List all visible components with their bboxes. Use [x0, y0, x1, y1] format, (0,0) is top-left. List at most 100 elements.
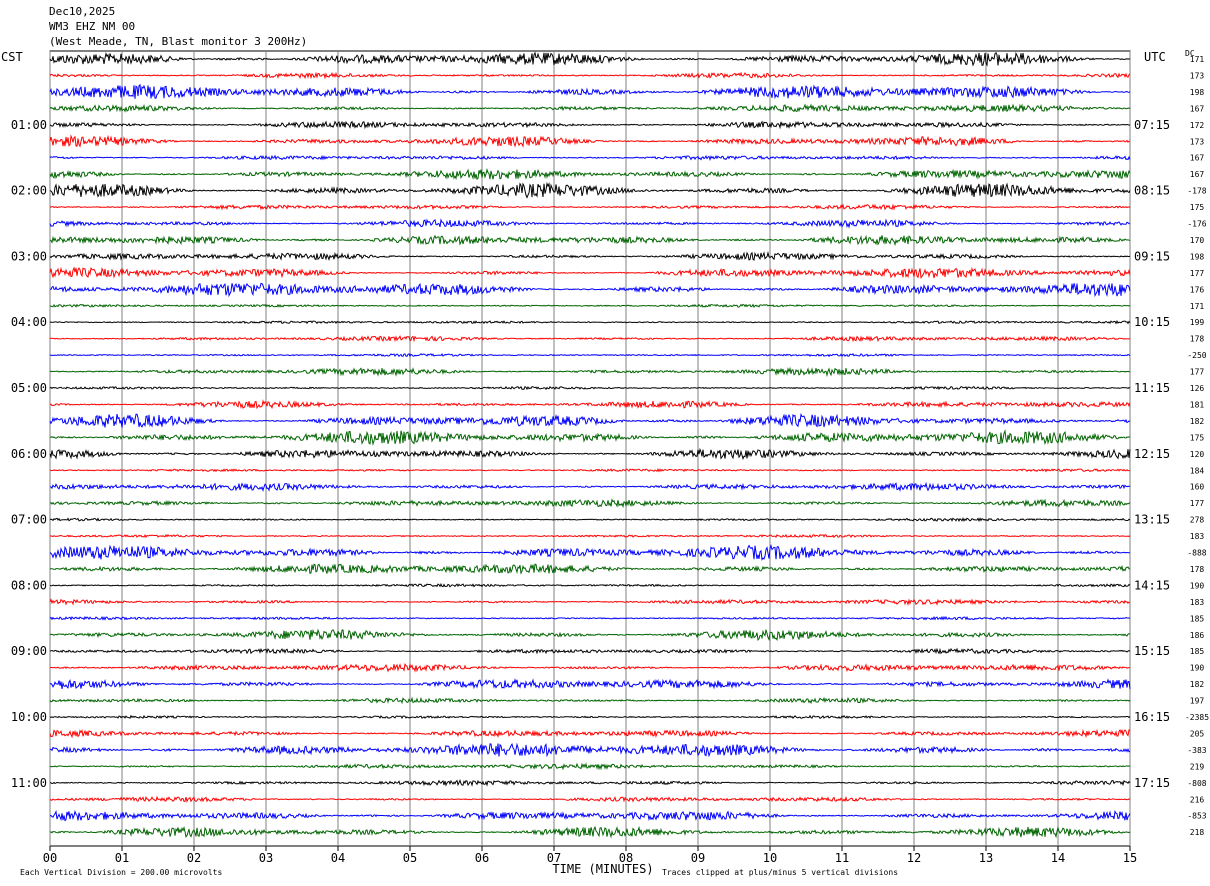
dc-offset-label: -176 — [1187, 220, 1206, 229]
dc-offset-label: 190 — [1190, 581, 1205, 590]
cst-hour-label: 04:00 — [11, 315, 47, 329]
x-tick-label: 14 — [1051, 851, 1065, 865]
dc-offset-label: 181 — [1190, 400, 1205, 409]
x-tick-label: 00 — [43, 851, 57, 865]
cst-hour-label: 10:00 — [11, 710, 47, 724]
seismic-trace — [49, 218, 1131, 229]
cst-hour-label: 07:00 — [11, 513, 47, 527]
x-axis-title: TIME (MINUTES) — [552, 862, 653, 876]
utc-hour-label: 15:15 — [1134, 644, 1170, 658]
seismic-trace — [49, 647, 1131, 655]
dc-offset-label: 176 — [1190, 285, 1205, 294]
cst-hour-label: 05:00 — [11, 381, 47, 395]
seismic-trace — [49, 795, 1131, 803]
seismic-trace — [49, 714, 1131, 720]
x-tick-label: 09 — [691, 851, 705, 865]
cst-axis-label: CST — [1, 50, 23, 64]
seismic-trace — [49, 203, 1131, 211]
seismic-trace — [49, 628, 1130, 642]
dc-offset-label: 167 — [1190, 154, 1205, 163]
seismic-trace — [49, 154, 1131, 162]
dc-offset-label: 175 — [1190, 433, 1205, 442]
seismic-trace — [49, 615, 1131, 621]
seismic-trace — [49, 282, 1131, 298]
dc-offset-label: 190 — [1190, 664, 1205, 673]
seismic-trace — [50, 778, 1131, 787]
cst-hour-label: 06:00 — [11, 447, 47, 461]
seismic-trace — [49, 742, 1131, 758]
utc-hour-label: 16:15 — [1134, 710, 1170, 724]
seismic-trace — [50, 352, 1131, 358]
cst-hour-label: 02:00 — [11, 184, 47, 198]
utc-hour-label: 12:15 — [1134, 447, 1170, 461]
clipping-note: Traces clipped at plus/minus 5 vertical … — [662, 868, 898, 877]
dc-offset-label: 185 — [1190, 647, 1205, 656]
x-tick-label: 07 — [547, 851, 561, 865]
seismic-trace — [49, 809, 1131, 822]
plot-frame — [49, 50, 1131, 847]
utc-hour-label: 09:15 — [1134, 249, 1170, 263]
cst-hour-label: 11:00 — [11, 776, 47, 790]
seismic-trace — [49, 120, 1131, 130]
seismic-trace — [49, 250, 1131, 261]
dc-offset-label: -178 — [1187, 187, 1206, 196]
dc-column-label: DC — [1185, 49, 1195, 58]
dc-offset-label: 175 — [1190, 203, 1205, 212]
seismic-trace — [49, 582, 1131, 588]
seismic-trace — [49, 266, 1131, 279]
utc-hour-label: 11:15 — [1134, 381, 1170, 395]
dc-offset-label: 197 — [1190, 697, 1205, 706]
seismic-trace — [49, 134, 1131, 148]
seismic-trace — [49, 413, 1131, 428]
seismic-trace — [49, 366, 1130, 378]
x-tick-label: 11 — [835, 851, 849, 865]
dc-offset-label: 182 — [1190, 417, 1205, 426]
dc-offset-label: 205 — [1190, 729, 1205, 738]
seismic-trace — [49, 71, 1131, 80]
dc-offset-label: 173 — [1190, 137, 1205, 146]
x-tick-label: 06 — [475, 851, 489, 865]
seismic-trace — [49, 303, 1131, 308]
seismic-trace — [49, 533, 1131, 539]
dc-offset-label: -853 — [1187, 812, 1206, 821]
seismic-trace — [49, 83, 1131, 100]
seismic-trace — [49, 181, 1131, 199]
dc-offset-label: 216 — [1190, 795, 1205, 804]
chart-labels: 00 01 02 03 04 05 06 07 08 09 10 11 12 13 14 15 171 173 19… — [1, 49, 1209, 877]
seismic-trace — [49, 728, 1131, 739]
cst-hour-label: 09:00 — [11, 644, 47, 658]
dc-offset-label: 167 — [1190, 104, 1205, 113]
dc-offset-label: 182 — [1190, 680, 1205, 689]
x-tick-label: 12 — [907, 851, 921, 865]
seismic-trace — [49, 399, 1131, 410]
dc-offset-label: 198 — [1190, 252, 1205, 261]
cst-hour-label: 01:00 — [11, 118, 47, 132]
station-id: WM3 EHZ NM 00 — [49, 20, 136, 33]
x-tick-label: 08 — [619, 851, 633, 865]
seismic-trace — [49, 385, 1131, 391]
dc-offset-label: 278 — [1190, 516, 1205, 525]
dc-offset-label: 167 — [1190, 170, 1205, 179]
dc-offset-label: 199 — [1190, 318, 1205, 327]
seismic-trace — [49, 543, 1130, 561]
dc-offset-label: 184 — [1190, 466, 1205, 475]
utc-hour-label: 14:15 — [1134, 578, 1170, 592]
seismic-trace — [49, 598, 1131, 606]
dc-offset-label: 177 — [1190, 368, 1205, 377]
seismic-trace — [49, 168, 1131, 181]
dc-offset-label: 218 — [1190, 828, 1205, 837]
dc-offset-label: 173 — [1190, 71, 1205, 80]
chart-date: Dec10,2025 — [49, 5, 116, 18]
seismic-trace — [49, 517, 1131, 523]
dc-offset-label: 160 — [1190, 483, 1205, 492]
x-tick-label: 02 — [187, 851, 201, 865]
x-tick-label: 01 — [115, 851, 129, 865]
seismic-trace — [49, 447, 1131, 461]
seismic-trace — [49, 696, 1131, 705]
dc-offset-label: -808 — [1187, 779, 1206, 788]
dc-offset-label: -888 — [1187, 549, 1206, 558]
utc-axis-label: UTC — [1144, 50, 1166, 64]
dc-offset-label: 183 — [1190, 532, 1205, 541]
seismic-trace — [50, 468, 1131, 473]
